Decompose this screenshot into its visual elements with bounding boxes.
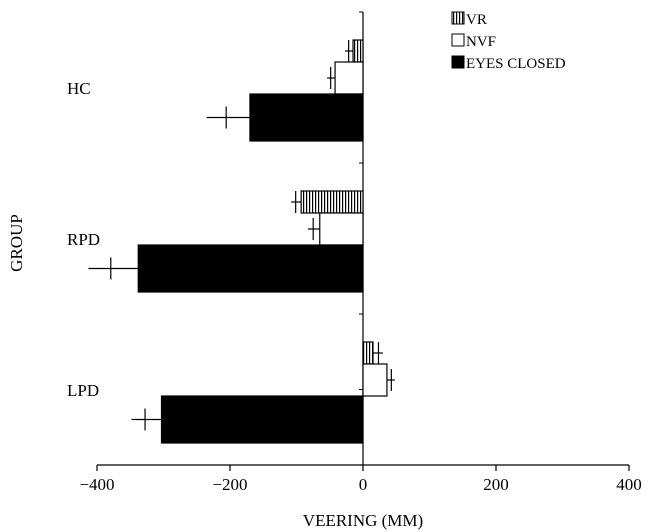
bar-vr [300,190,364,214]
x-tick-label: 400 [616,475,642,494]
bar-nvf [362,363,388,397]
x-tick-label: 0 [359,475,368,494]
bar-eyes-closed [137,244,364,293]
category-label: LPD [67,381,99,400]
bars [88,39,395,444]
legend-swatch [451,33,465,47]
bar-nvf [319,212,364,246]
legend-label: VR [466,12,487,28]
legend-swatch [451,11,465,25]
bar-vr [352,39,364,63]
bar-nvf [334,61,364,95]
category-label: HC [67,79,91,98]
legend-swatch [451,55,465,69]
x-tick-label: −400 [79,475,114,494]
axes: −400 −200 0 200 400 HC RPD LPD [67,11,642,494]
bar-vr [362,341,374,365]
y-axis-label: GROUP [7,214,26,272]
bar-eyes-closed [249,93,364,142]
legend-label: EYES CLOSED [466,56,566,72]
legend-label: NVF [466,34,496,50]
x-axis-label: VEERING (MM) [303,511,423,530]
x-tick-label: −200 [212,475,247,494]
legend: VR NVF EYES CLOSED [451,11,566,72]
category-label: RPD [67,230,100,249]
bar-eyes-closed [160,395,364,444]
x-tick-label: 200 [483,475,509,494]
